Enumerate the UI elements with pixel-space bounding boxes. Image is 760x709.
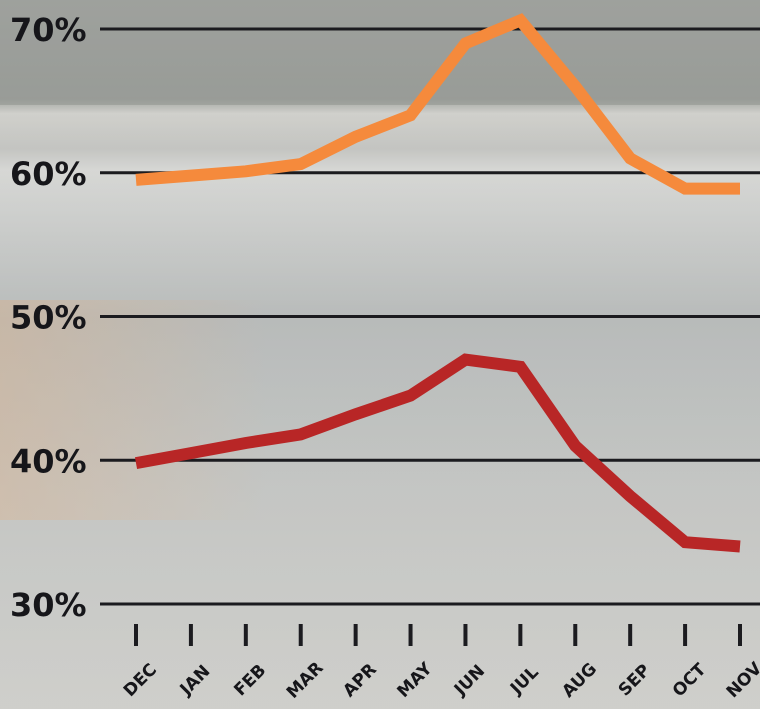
- series-lines: [134, 13, 741, 553]
- y-axis-labels: 30% 40% 50% 60% 70%: [10, 11, 87, 624]
- series-line-2: [134, 353, 741, 553]
- x-axis-tick-marks: [134, 624, 742, 646]
- y-tick-label-50: 50%: [10, 299, 87, 337]
- y-tick-label-40: 40%: [10, 442, 87, 480]
- y-tick-label-60: 60%: [10, 155, 87, 193]
- y-tick-label-70: 70%: [10, 11, 87, 49]
- series-line-1: [135, 13, 740, 195]
- gridlines: [100, 27, 760, 606]
- y-tick-label-30: 30%: [10, 586, 87, 624]
